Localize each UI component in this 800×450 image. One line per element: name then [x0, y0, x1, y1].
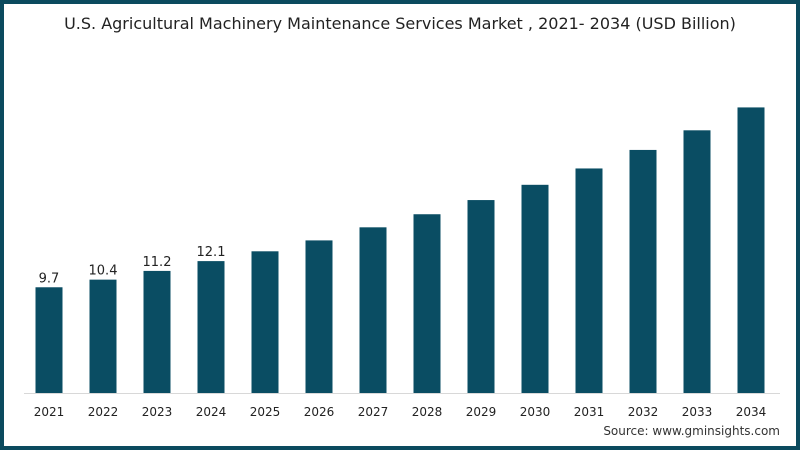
x-tick-label: 2033 [682, 405, 713, 419]
x-tick-label: 2029 [466, 405, 497, 419]
bar-2026 [305, 240, 333, 393]
data-label: 12.1 [197, 245, 226, 260]
x-tick-label: 2032 [628, 405, 659, 419]
x-tick-label: 2028 [412, 405, 443, 419]
x-tick-label: 2030 [520, 405, 551, 419]
x-tick-label: 2022 [88, 405, 119, 419]
bar-2022 [89, 279, 117, 393]
bar-2030 [521, 184, 549, 393]
bar-2025 [251, 251, 279, 393]
bar-2029 [467, 200, 495, 393]
x-tick-label: 2021 [34, 405, 65, 419]
x-tick-label: 2034 [736, 405, 767, 419]
chart-title: U.S. Agricultural Machinery Maintenance … [64, 14, 736, 33]
data-label: 10.4 [89, 264, 118, 279]
bar-2031 [575, 168, 603, 393]
data-label: 9.7 [39, 271, 60, 286]
bar-2034 [737, 107, 765, 394]
source-note: Source: www.gminsights.com [603, 424, 780, 438]
x-tick-label: 2027 [358, 405, 389, 419]
x-tick-label: 2024 [196, 405, 227, 419]
bar-2024 [197, 261, 225, 393]
x-tick-label: 2031 [574, 405, 605, 419]
x-tick-label: 2026 [304, 405, 335, 419]
x-tick-label: 2023 [142, 405, 173, 419]
bar-2032 [629, 149, 657, 393]
bar-2033 [683, 130, 711, 393]
bar-2028 [413, 214, 441, 393]
data-label: 11.2 [143, 255, 172, 270]
x-tick-label: 2025 [250, 405, 281, 419]
bar-2027 [359, 227, 387, 393]
bar-2021 [35, 287, 63, 393]
bar-2023 [143, 270, 171, 393]
